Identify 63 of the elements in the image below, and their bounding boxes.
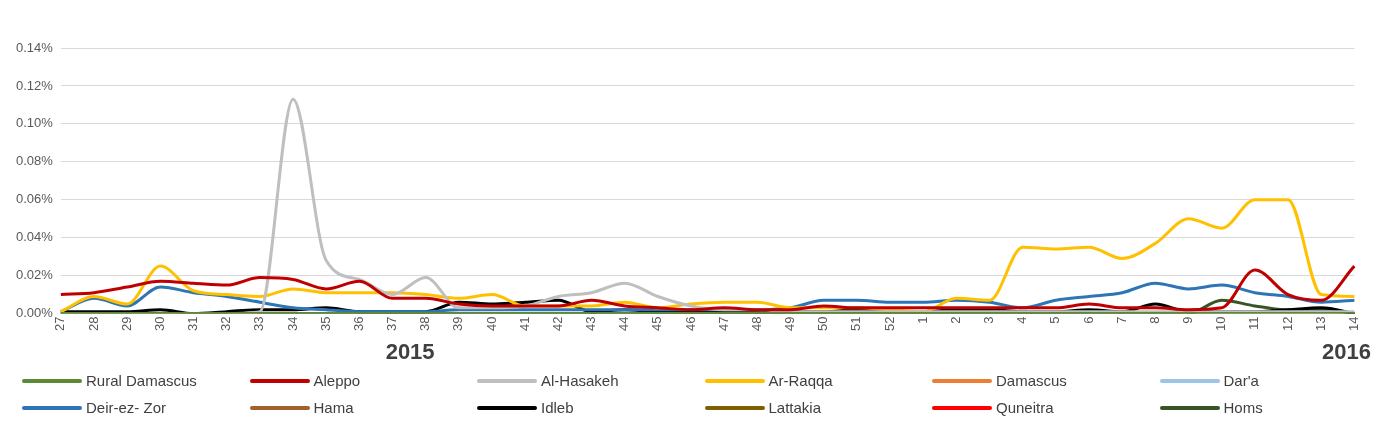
x-tick-label: 7 <box>1113 316 1129 324</box>
x-tick-label: 34 <box>284 316 300 332</box>
x-tick-label: 50 <box>815 316 831 332</box>
x-tick-label: 35 <box>317 316 333 332</box>
x-tick-label: 47 <box>715 316 731 332</box>
x-tick-label: 49 <box>782 316 798 332</box>
x-tick-label: 30 <box>151 316 167 332</box>
legend-label: Rural Damascus <box>86 372 197 389</box>
x-tick-label: 3 <box>981 316 997 324</box>
x-tick-label: 8 <box>1146 316 1162 324</box>
x-tick-label: 37 <box>384 316 400 332</box>
x-tick-label: 36 <box>350 316 366 332</box>
x-tick-label: 5 <box>1047 316 1063 324</box>
y-tick-label: 0.04% <box>15 229 54 245</box>
x-tick-label: 10 <box>1213 316 1229 332</box>
y-tick-label: 0.00% <box>15 305 54 321</box>
x-tick-label: 13 <box>1312 316 1328 332</box>
x-tick-label: 46 <box>682 316 698 332</box>
x-tick-label: 27 <box>52 316 68 332</box>
legend-label: Homs <box>1223 399 1263 416</box>
x-tick-label: 39 <box>450 316 466 332</box>
legend-label: Lattakia <box>768 399 822 416</box>
x-tick-label: 52 <box>881 316 897 332</box>
x-tick-label: 6 <box>1080 316 1096 324</box>
x-tick-label: 29 <box>118 316 134 332</box>
legend-label: Aleppo <box>313 372 361 389</box>
text: 2016 <box>1322 339 1372 365</box>
x-tick-label: 1 <box>914 316 930 324</box>
x-tick-label: 14 <box>1345 316 1361 332</box>
x-tick-label: 43 <box>583 316 599 332</box>
x-tick-label: 12 <box>1279 316 1295 332</box>
legend-label: Damascus <box>996 372 1067 389</box>
legend-label: Deir-ez- Zor <box>86 399 167 416</box>
legend-label: Al-Hasakeh <box>541 372 619 389</box>
y-tick-label: 0.14% <box>15 39 54 55</box>
x-tick-label: 38 <box>417 316 433 332</box>
x-tick-label: 44 <box>616 316 632 332</box>
legend-label: Dar'a <box>1223 372 1259 389</box>
legend-label: Quneitra <box>996 399 1054 416</box>
x-tick-label: 33 <box>251 316 267 332</box>
x-tick-label: 32 <box>218 316 234 332</box>
x-tick-label: 31 <box>185 316 201 332</box>
x-tick-label: 42 <box>549 316 565 332</box>
x-tick-label: 48 <box>748 316 764 332</box>
line-series <box>59 264 1356 312</box>
y-tick-label: 0.12% <box>15 77 54 93</box>
x-tick-label: 4 <box>1014 316 1030 324</box>
y-tick-label: 0.10% <box>15 115 54 131</box>
x-tick-label: 9 <box>1180 316 1196 324</box>
legend-label: Idleb <box>541 399 574 416</box>
legend-label: Ar-Raqqa <box>768 372 833 389</box>
x-tick-label: 11 <box>1246 316 1262 331</box>
x-tick-label: 40 <box>483 316 499 332</box>
x-tick-label: 51 <box>848 316 864 332</box>
x-tick-label: 45 <box>649 316 665 332</box>
y-tick-label: 0.06% <box>15 191 54 207</box>
text: 2015 <box>385 339 435 365</box>
x-tick-label: 28 <box>85 316 101 332</box>
x-tick-label: 41 <box>516 316 532 332</box>
legend-label: Hama <box>313 399 354 416</box>
y-tick-label: 0.02% <box>15 267 54 283</box>
x-tick-label: 2 <box>947 316 963 324</box>
y-tick-label: 0.08% <box>15 153 54 169</box>
